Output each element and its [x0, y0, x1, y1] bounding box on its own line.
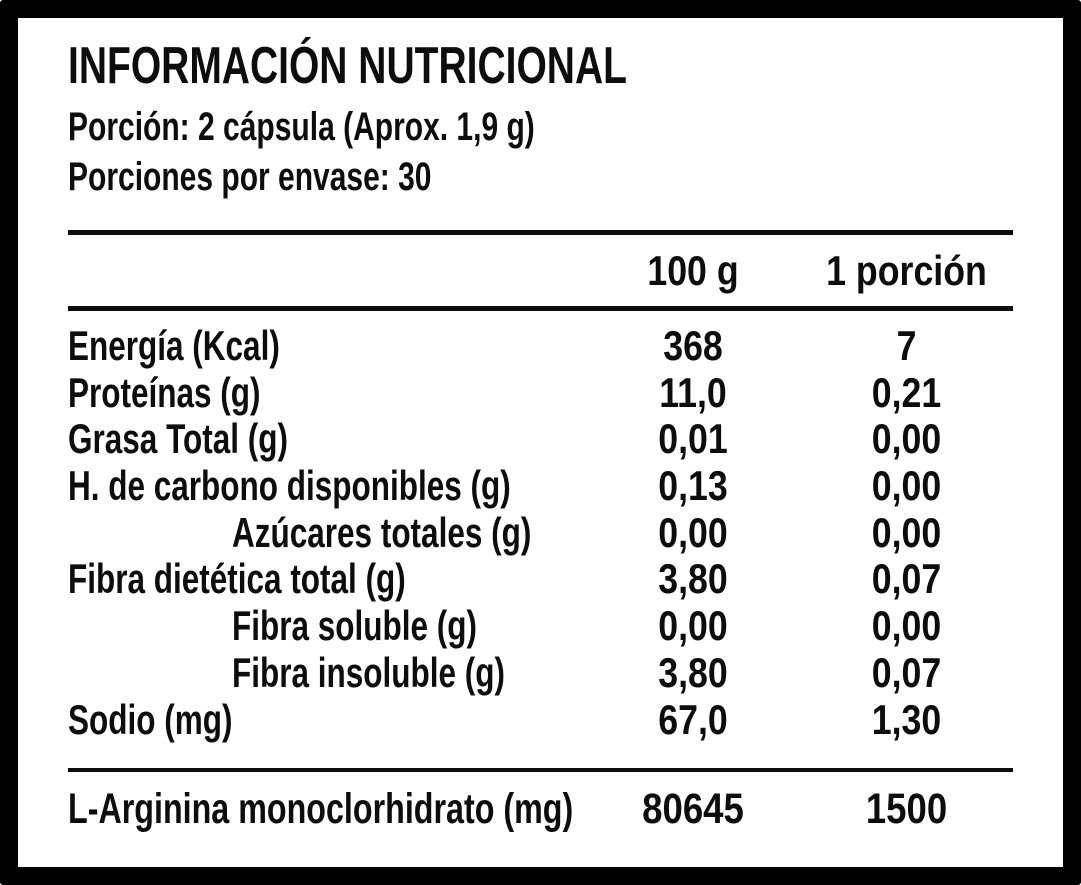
- nutrient-name: Proteínas (g): [68, 368, 261, 416]
- column-header-100g: 100 g: [647, 246, 739, 294]
- nutrient-name: Fibra soluble (g): [232, 602, 478, 650]
- nutrient-name: Energía (Kcal): [68, 322, 280, 369]
- value-100g: 3,80: [658, 555, 728, 603]
- value-100g: 67,0: [658, 695, 728, 743]
- table-row-sodio: Sodio (mg) 67,0 1,30: [68, 695, 1013, 744]
- table-row-carbohidratos: H. de carbono disponibles (g) 0,13 0,00: [68, 462, 1013, 510]
- table-row-fibra-dietetica: Fibra dietética total (g) 3,80 0,07: [68, 556, 1013, 603]
- nutrient-name: Fibra insoluble (g): [232, 648, 505, 696]
- nutrient-name: H. de carbono disponibles (g): [68, 462, 511, 510]
- table-row-fibra-insoluble: Fibra insoluble (g) 3,80 0,07: [68, 648, 1013, 697]
- divider-top: [68, 230, 1013, 235]
- value-portion: 7: [896, 322, 917, 369]
- value-portion: 1,30: [871, 695, 942, 743]
- value-portion: 0,07: [871, 555, 942, 603]
- value-portion: 0,07: [871, 648, 942, 696]
- value-portion: 0,00: [871, 415, 942, 463]
- divider-header: [68, 306, 1013, 311]
- value-100g: 80645: [642, 785, 744, 834]
- nutrient-name: Fibra dietética total (g): [68, 555, 406, 603]
- value-100g: 0,01: [658, 415, 728, 463]
- nutrient-name: L-Arginina monoclorhidrato (mg): [68, 785, 574, 834]
- value-portion: 0,21: [871, 368, 942, 416]
- value-portion: 1500: [865, 785, 948, 834]
- divider-footer: [68, 768, 1013, 773]
- table-row-proteinas: Proteínas (g) 11,0 0,21: [68, 368, 1013, 417]
- label-content: INFORMACIÓN NUTRICIONAL Porción: 2 cápsu…: [18, 38, 1063, 834]
- serving-size: Porción: 2 cápsula (Aprox. 1,9 g): [68, 105, 535, 149]
- table-row-azucares-totales: Azúcares totales (g) 0,00 0,00: [68, 508, 1013, 557]
- table-row-l-arginina: L-Arginina monoclorhidrato (mg) 80645 15…: [68, 784, 1013, 834]
- value-100g: 0,00: [658, 602, 728, 650]
- value-portion: 0,00: [871, 602, 942, 650]
- nutrient-name: Sodio (mg): [68, 695, 233, 743]
- table-header-row: 100 g 1 porción: [68, 235, 1013, 306]
- label-title: INFORMACIÓN NUTRICIONAL: [68, 37, 627, 95]
- value-portion: 0,00: [871, 462, 942, 510]
- table-row-fibra-soluble: Fibra soluble (g) 0,00 0,00: [68, 602, 1013, 650]
- nutrient-name: Azúcares totales (g): [232, 508, 532, 556]
- servings-per-container: Porciones por envase: 30: [68, 155, 432, 199]
- nutrient-table: Energía (Kcal) 368 7 Proteínas (g) 11,0 …: [68, 322, 1013, 744]
- value-portion: 0,00: [871, 508, 942, 556]
- value-100g: 0,13: [658, 462, 728, 510]
- column-header-portion: 1 porción: [826, 246, 987, 294]
- value-100g: 368: [663, 322, 723, 369]
- value-100g: 11,0: [659, 368, 727, 416]
- value-100g: 0,00: [658, 508, 728, 556]
- nutrient-name: Grasa Total (g): [68, 415, 288, 463]
- table-row-energia: Energía (Kcal) 368 7: [68, 322, 1013, 370]
- table-row-grasa-total: Grasa Total (g) 0,01 0,00: [68, 416, 1013, 463]
- value-100g: 3,80: [658, 648, 728, 696]
